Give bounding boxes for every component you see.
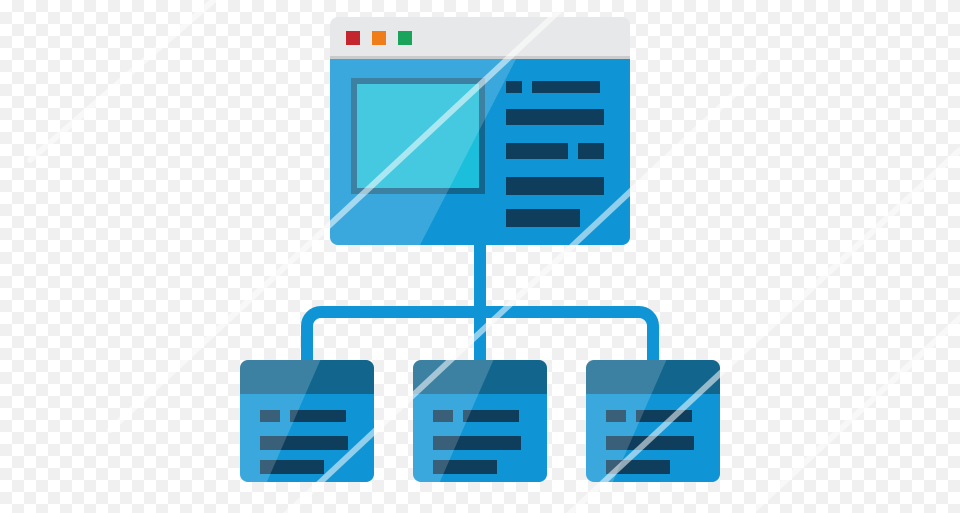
text-line xyxy=(532,81,600,93)
child-page-card xyxy=(586,360,720,482)
zoom-icon xyxy=(398,31,412,45)
sheen-streak xyxy=(30,0,260,160)
connector-lines xyxy=(307,245,653,360)
text-line xyxy=(506,177,604,195)
text-line xyxy=(506,81,522,93)
text-line xyxy=(506,109,604,125)
text-line xyxy=(506,143,568,159)
text-line xyxy=(636,410,692,422)
close-icon xyxy=(346,31,360,45)
text-line xyxy=(578,143,604,159)
sheen-streak xyxy=(700,290,960,513)
main-browser-window xyxy=(330,17,630,245)
text-line xyxy=(463,410,519,422)
sitemap-diagram-canvas xyxy=(0,0,960,513)
sitemap-diagram xyxy=(0,0,960,513)
text-line xyxy=(506,209,580,227)
minimize-icon xyxy=(372,31,386,45)
child-page-card xyxy=(240,360,374,482)
text-line xyxy=(290,410,346,422)
